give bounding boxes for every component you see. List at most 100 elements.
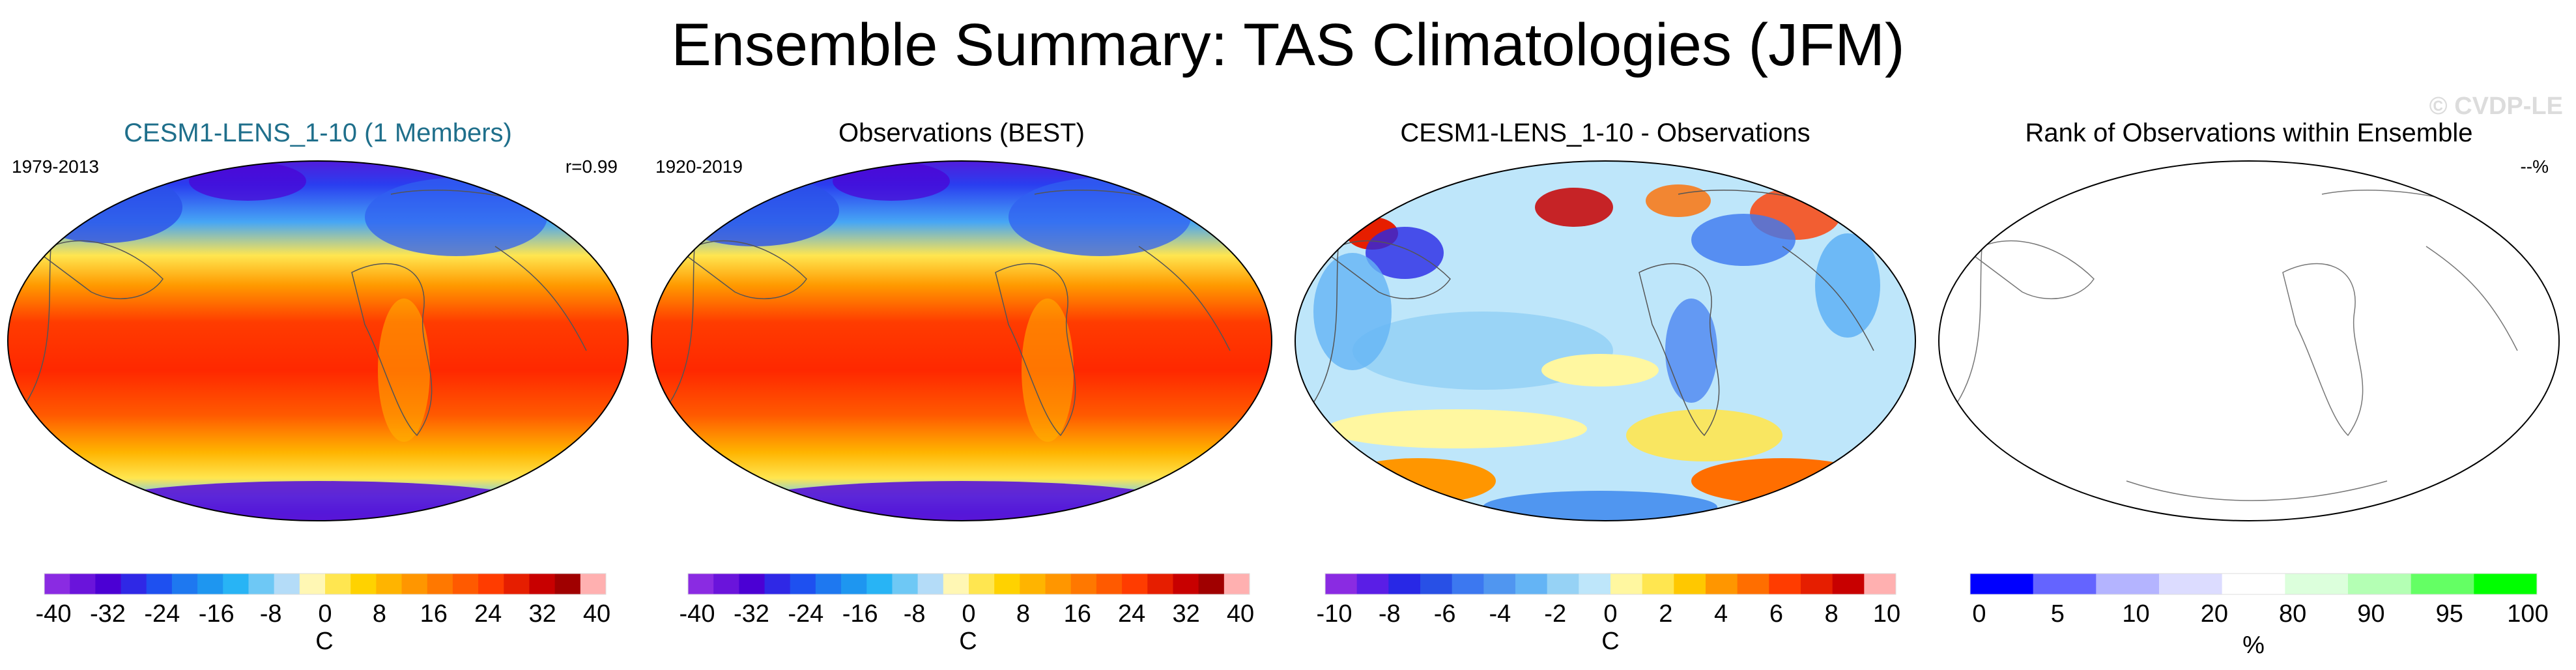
colorbar-swatch bbox=[1147, 574, 1173, 594]
colorbar-swatch bbox=[841, 574, 867, 594]
colorbar-border bbox=[44, 573, 607, 595]
colorbar-swatch bbox=[1070, 574, 1097, 594]
colorbar-tick-label: -10 bbox=[1317, 600, 1352, 628]
colorbar-swatch bbox=[2411, 574, 2474, 594]
colorbar-swatch bbox=[764, 574, 791, 594]
colorbar-tick-label: 6 bbox=[1769, 600, 1783, 628]
colorbar-swatch bbox=[1388, 574, 1421, 594]
colorbar-tick-label: -2 bbox=[1544, 600, 1566, 628]
colorbar-border bbox=[1324, 573, 1896, 595]
colorbar-swatch bbox=[351, 574, 377, 594]
colorbar-swatch bbox=[1198, 574, 1225, 594]
colorbar-tick-label: 80 bbox=[2279, 600, 2306, 628]
panel-period: 1920-2019 bbox=[655, 156, 743, 177]
colorbar-swatch bbox=[478, 574, 504, 594]
colorbar-tick-label: -6 bbox=[1434, 600, 1456, 628]
colorbar-tick-label: 24 bbox=[474, 600, 502, 628]
colorbar-tick-label: 2 bbox=[1659, 600, 1672, 628]
colorbar-swatch bbox=[401, 574, 428, 594]
colorbar-tick-label: -32 bbox=[90, 600, 126, 628]
panel-title: Observations (BEST) bbox=[838, 119, 1085, 147]
colorbar-swatch bbox=[427, 574, 453, 594]
colorbar-swatch bbox=[1610, 574, 1643, 594]
colorbar-swatch bbox=[1737, 574, 1769, 594]
colorbar-swatch bbox=[688, 574, 714, 594]
colorbar-swatch bbox=[554, 574, 581, 594]
colorbar-tick-label: 32 bbox=[1172, 600, 1199, 628]
colorbar-swatch bbox=[146, 574, 173, 594]
colorbar-swatch bbox=[994, 574, 1020, 594]
colorbar-swatch bbox=[2285, 574, 2349, 594]
colorbar-tick-label: -8 bbox=[904, 600, 926, 628]
colorbar-tick-label: -4 bbox=[1489, 600, 1511, 628]
colorbar-tick-label: 8 bbox=[1016, 600, 1030, 628]
colorbar-swatch bbox=[1096, 574, 1123, 594]
colorbar-swatch bbox=[171, 574, 198, 594]
colorbar-swatch bbox=[1579, 574, 1611, 594]
colorbar-tick-label: -8 bbox=[1379, 600, 1401, 628]
colorbar-swatch bbox=[1122, 574, 1148, 594]
colorbar-swatch bbox=[1420, 574, 1453, 594]
colorbar-rank: 0 5 10 20 80 90 95 100 % bbox=[1969, 573, 2549, 659]
colorbar-swatch bbox=[44, 574, 70, 594]
panel-title: CESM1-LENS_1-10 - Observations bbox=[1400, 119, 1810, 147]
colorbar-swatch bbox=[1483, 574, 1516, 594]
panel-correlation: r=0.99 bbox=[565, 156, 618, 177]
map-difference bbox=[1295, 160, 1916, 521]
colorbar-tick-label: 40 bbox=[583, 600, 610, 628]
colorbar-swatch bbox=[1832, 574, 1865, 594]
colorbar-tick-label: 24 bbox=[1118, 600, 1145, 628]
colorbar-swatch bbox=[2096, 574, 2160, 594]
panel-period: 1979-2013 bbox=[12, 156, 99, 177]
colorbar-swatch bbox=[299, 574, 326, 594]
colorbar-swatch bbox=[917, 574, 944, 594]
colorbar-swatch bbox=[815, 574, 842, 594]
colorbar-tick-label: 32 bbox=[528, 600, 556, 628]
colorbar-tick-label: -16 bbox=[199, 600, 235, 628]
colorbar-swatch bbox=[1864, 574, 1896, 594]
colorbar-swatch bbox=[1706, 574, 1738, 594]
colorbar-swatch bbox=[1325, 574, 1358, 594]
colorbar-swatch bbox=[1970, 574, 2034, 594]
colorbar-swatch bbox=[1020, 574, 1046, 594]
colorbar-tick-label: 0 bbox=[1972, 600, 1986, 628]
colorbar-swatch bbox=[2159, 574, 2223, 594]
colorbar-tick-label: -40 bbox=[680, 600, 715, 628]
colorbar-swatch bbox=[504, 574, 530, 594]
colorbar-swatch bbox=[866, 574, 893, 594]
colorbar-swatch bbox=[943, 574, 969, 594]
panel-difference: CESM1-LENS_1-10 - Observations bbox=[1287, 117, 1923, 665]
colorbar-unit: C bbox=[315, 628, 333, 655]
colorbar-tick-label: -8 bbox=[260, 600, 282, 628]
colorbar-swatch bbox=[1515, 574, 1548, 594]
colorbar-swatch bbox=[376, 574, 403, 594]
colorbar-unit: % bbox=[2242, 632, 2265, 659]
colorbar-swatch bbox=[713, 574, 739, 594]
panel-title: CESM1-LENS_1-10 (1 Members) bbox=[124, 119, 512, 147]
colorbar-tick-label: 16 bbox=[420, 600, 448, 628]
colorbar-tick-label: 20 bbox=[2201, 600, 2228, 628]
colorbar-tick-label: -16 bbox=[842, 600, 878, 628]
colorbar-swatch bbox=[580, 574, 607, 594]
colorbar-swatch bbox=[248, 574, 275, 594]
panel-rank: Rank of Observations within Ensemble --%… bbox=[1931, 117, 2567, 665]
colorbar-unit: C bbox=[1601, 628, 1619, 655]
colorbar-tick-label: 40 bbox=[1227, 600, 1254, 628]
panel-rank-summary: --% bbox=[2520, 156, 2549, 177]
colorbar-tick-label: 0 bbox=[318, 600, 332, 628]
colorbar-swatch bbox=[1224, 574, 1250, 594]
colorbar-swatch bbox=[121, 574, 147, 594]
colorbar-tick-label: -40 bbox=[36, 600, 72, 628]
colorbar-swatch bbox=[95, 574, 122, 594]
colorbar-swatch bbox=[197, 574, 223, 594]
colorbar-swatch bbox=[1674, 574, 1706, 594]
panel-observations: Observations (BEST) 1920-2019 -40 -32 -24-… bbox=[644, 117, 1280, 665]
colorbar-swatch bbox=[1045, 574, 1072, 594]
map-model bbox=[7, 160, 629, 521]
colorbar-swatch bbox=[2222, 574, 2285, 594]
colorbar-swatch bbox=[325, 574, 351, 594]
colorbar-tick-label: -24 bbox=[144, 600, 180, 628]
colorbar-tick-label: 10 bbox=[1873, 600, 1900, 628]
colorbar-observations: -40 -32 -24 -16 -8 0 8 16 24 32 40 C bbox=[680, 573, 1254, 655]
colorbar-swatch bbox=[2474, 574, 2538, 594]
